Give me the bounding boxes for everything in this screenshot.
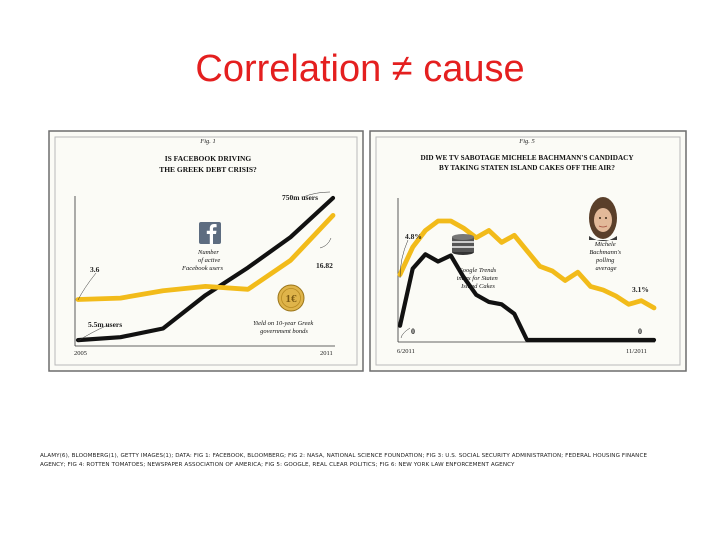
- figure2-frame: [369, 130, 687, 372]
- portrait-icon: [589, 197, 617, 241]
- figure1-series-yellow-label-line1: Yield on 10-year Greek: [253, 320, 313, 327]
- figure2-x-tick-start: 6/2011: [397, 348, 415, 355]
- figure1-black-start-label: 5.5m users: [88, 320, 122, 329]
- figure1-black-end-label: 750m users: [282, 193, 318, 202]
- figure-area: Fig. 1 IS FACEBOOK DRIVING THE GREEK DEB…: [48, 128, 688, 374]
- figure2-panel: Fig. 5 DID WE TV SABOTAGE MICHELE BACHMA…: [369, 130, 687, 372]
- figure2-yellow-start-label: 4.8%: [405, 232, 422, 241]
- figure1-lines: [75, 195, 336, 343]
- figure1-leader-start-yellow: [77, 272, 97, 301]
- photo-credits: ALAMY(6), BLOOMBERG(1), GETTY IMAGES(1);…: [40, 452, 700, 470]
- credits-line2: AGENCY; FIG 4: ROTTEN TOMATOES; NEWSPAPE…: [40, 462, 515, 468]
- figure1-leader-start-black: [77, 324, 109, 342]
- figure2-lines: [397, 218, 657, 343]
- figure1-series-line-0: [75, 195, 336, 343]
- figure1-series-black-label-line1: Number: [197, 249, 219, 256]
- figure1-leader-end-black: [302, 191, 331, 198]
- figure1-title-line2: THE GREEK DEBT CRISIS?: [159, 165, 257, 174]
- credits-line1: ALAMY(6), BLOOMBERG(1), GETTY IMAGES(1);…: [40, 453, 648, 459]
- slide-title: Correlation ≠ cause: [195, 48, 525, 90]
- figure2-black-end-label: 0: [638, 327, 642, 336]
- figure2-series-black-label-line3: Island Cakes: [460, 283, 495, 290]
- cake-icon: [452, 234, 474, 255]
- figure2-series-line-0: [397, 218, 657, 311]
- figure2-series-black-label: Google Trends index for Staten Island Ca…: [457, 267, 500, 290]
- figure2-x-tick-end: 11/2011: [626, 348, 647, 355]
- figure2-yellow-end-label: 3.1%: [632, 285, 649, 294]
- figure1-panel: Fig. 1 IS FACEBOOK DRIVING THE GREEK DEB…: [48, 130, 364, 372]
- figure1-frame: [48, 130, 364, 372]
- figure1-leader-end-yellow: [319, 237, 332, 249]
- figure1-inner-frame: [54, 136, 358, 366]
- figure2-series-yellow-label-line1: Michele: [594, 241, 616, 248]
- figure1-yellow-start-label: 3.6: [90, 265, 100, 274]
- figure2-series-yellow-label-line4: average: [596, 265, 617, 272]
- figure2-series-yellow-label-line2: Bachmann's: [589, 249, 621, 256]
- figure1-series-black-label: Number of active Facebook users: [181, 249, 223, 272]
- figure2-series-black-label-line1: Google Trends: [458, 267, 497, 274]
- figure1-yellow-end-label: 16.82: [316, 261, 333, 270]
- figure1-series-line-1: [75, 213, 336, 302]
- figure2-series-line-1: [397, 252, 657, 343]
- figure1-x-tick-start: 2005: [74, 350, 87, 357]
- figure2-series-yellow-label-line3: polling: [595, 257, 615, 264]
- figure2-title-line1: DID WE TV SABOTAGE MICHELE BACHMANN'S CA…: [420, 154, 634, 162]
- figures-svg: Fig. 1 IS FACEBOOK DRIVING THE GREEK DEB…: [48, 130, 687, 372]
- facebook-icon: [199, 222, 221, 244]
- figure1-series-yellow-label-line2: government bonds: [260, 328, 308, 335]
- figure2-leader-start-yellow: [399, 239, 409, 279]
- figure2-series-black-label-line2: index for Staten: [457, 275, 498, 282]
- figure1-series-black-label-line3: Facebook users: [181, 265, 223, 272]
- figure2-fig-label: Fig. 5: [518, 138, 535, 145]
- figure2-series-yellow-label: Michele Bachmann's polling average: [589, 241, 622, 272]
- figure1-title-line1: IS FACEBOOK DRIVING: [165, 154, 252, 163]
- figure1-series-black-label-line2: of active: [198, 257, 220, 264]
- figure2-leader-start-black: [400, 327, 411, 339]
- figure1-fig-label: Fig. 1: [199, 138, 216, 145]
- svg-text:1€: 1€: [286, 293, 298, 305]
- euro-coin-icon: 1€: [277, 284, 305, 312]
- figure2-title-line2: BY TAKING STATEN ISLAND CAKES OFF THE AI…: [439, 164, 615, 172]
- figure1-x-tick-end: 2011: [320, 350, 333, 357]
- figure1-series-yellow-label: Yield on 10-year Greek government bonds: [253, 320, 315, 335]
- figure2-black-start-label: 0: [411, 327, 415, 336]
- figure2-inner-frame: [375, 136, 681, 366]
